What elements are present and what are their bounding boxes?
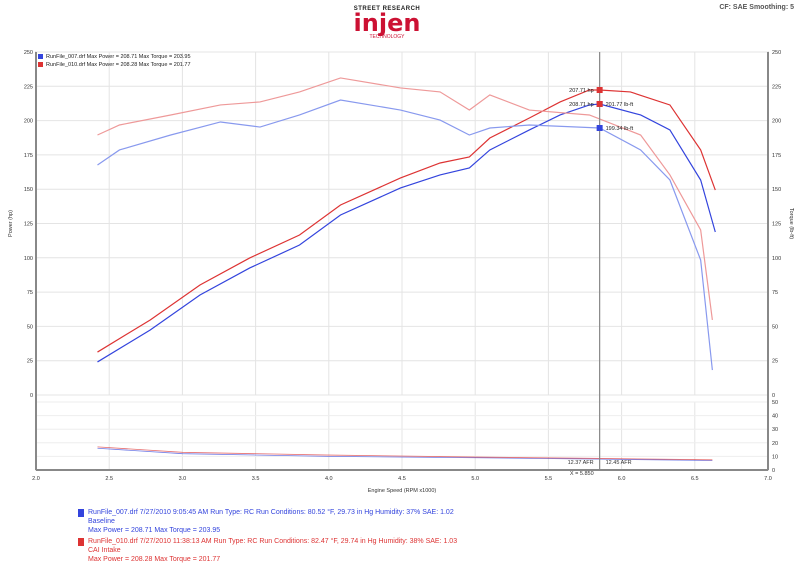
y-right-tick-label: 125 — [772, 222, 781, 228]
run-red: RunFile_010.drf 7/27/2010 11:38:13 AM Ru… — [78, 537, 457, 564]
y-right-tick-label: 225 — [772, 84, 781, 90]
injen-logo: STREET RESEARCH injen TECHNOLOGY — [346, 6, 428, 44]
lower-annotation-label: 12.45 AFR — [606, 460, 632, 466]
run-legend: RunFile_007.drf 7/27/2010 9:05:45 AM Run… — [78, 508, 457, 566]
legend-entry: RunFile_010.drf Max Power = 208.28 Max T… — [46, 62, 191, 68]
x-tick-label: 5.0 — [471, 476, 479, 482]
legend-swatch — [38, 62, 43, 67]
annotation-label: 201.77 lb-ft — [606, 102, 634, 108]
red-swatch — [78, 538, 84, 546]
legend-swatch — [38, 54, 43, 59]
x-tick-label: 2.0 — [32, 476, 40, 482]
blue-swatch — [78, 509, 84, 517]
lower-tick-label: 10 — [772, 454, 778, 460]
x-tick-label: 2.5 — [105, 476, 113, 482]
y-right-tick-label: 50 — [772, 324, 778, 330]
x-tick-label: 4.0 — [325, 476, 333, 482]
y-left-tick-label: 225 — [24, 84, 33, 90]
y-left-tick-label: 50 — [27, 324, 33, 330]
annotation-label: 208.71 hp — [569, 102, 593, 108]
legend-entry: RunFile_007.drf Max Power = 208.71 Max T… — [46, 54, 191, 60]
header-info: CF: SAE Smoothing: 5 — [719, 4, 794, 11]
lower-series-0 — [97, 447, 713, 461]
annotation-marker — [596, 87, 603, 94]
run-red-line1: RunFile_010.drf 7/27/2010 11:38:13 AM Ru… — [88, 538, 458, 545]
series-power-0 — [97, 103, 716, 363]
run-blue-line2: Baseline — [88, 518, 115, 525]
y-right-tick-label: 0 — [772, 393, 775, 399]
y-left-tick-label: 150 — [24, 187, 33, 193]
y-right-tick-label: 25 — [772, 359, 778, 365]
y-right-axis-label: Torque (lb-ft) — [788, 208, 794, 239]
lower-tick-label: 0 — [772, 468, 775, 474]
y-right-tick-label: 150 — [772, 187, 781, 193]
y-right-tick-label: 200 — [772, 119, 781, 125]
run-blue-line3: Max Power = 208.71 Max Torque = 203.95 — [88, 527, 221, 534]
y-right-tick-label: 100 — [772, 256, 781, 262]
y-left-axis-label: Power (hp) — [8, 210, 14, 237]
series-torque-2 — [97, 99, 713, 371]
run-blue-line1: RunFile_007.drf 7/27/2010 9:05:45 AM Run… — [88, 509, 454, 516]
lower-series-1 — [97, 446, 713, 461]
lower-tick-label: 50 — [772, 400, 778, 406]
y-left-tick-label: 75 — [27, 290, 33, 296]
lower-annotation-label: 12.37 AFR — [568, 460, 594, 466]
run-red-line3: Max Power = 208.28 Max Torque = 201.77 — [88, 556, 221, 563]
x-axis-label: Engine Speed (RPM x1000) — [368, 488, 437, 494]
annotation-marker — [596, 125, 603, 132]
series-power-1 — [97, 89, 716, 353]
run-red-line2: CAI Intake — [88, 547, 121, 554]
y-left-tick-label: 100 — [24, 256, 33, 262]
annotation-marker — [596, 100, 603, 107]
annotation-label: 199.34 lb-ft — [606, 126, 634, 132]
y-right-tick-label: 250 — [772, 50, 781, 56]
x-tick-label: 3.5 — [252, 476, 260, 482]
lower-tick-label: 30 — [772, 427, 778, 433]
x-tick-label: 3.0 — [179, 476, 187, 482]
y-left-tick-label: 0 — [30, 393, 33, 399]
series-torque-3 — [97, 77, 713, 321]
x-tick-label: 6.0 — [618, 476, 626, 482]
logo-bottom: TECHNOLOGY — [369, 34, 405, 40]
annotation-label: 207.71 hp — [569, 88, 593, 94]
lower-tick-label: 20 — [772, 441, 778, 447]
x-tick-label: 7.0 — [764, 476, 772, 482]
y-left-tick-label: 250 — [24, 50, 33, 56]
x-tick-label: 5.5 — [545, 476, 553, 482]
y-right-tick-label: 75 — [772, 290, 778, 296]
lower-tick-label: 40 — [772, 414, 778, 420]
y-left-tick-label: 175 — [24, 153, 33, 159]
logo-top: STREET RESEARCH — [353, 6, 421, 12]
x-tick-label: 6.5 — [691, 476, 699, 482]
y-left-tick-label: 125 — [24, 222, 33, 228]
run-blue: RunFile_007.drf 7/27/2010 9:05:45 AM Run… — [78, 508, 457, 535]
cursor-value-label: X = 5.850 — [570, 471, 594, 477]
y-left-tick-label: 200 — [24, 119, 33, 125]
x-tick-label: 4.5 — [398, 476, 406, 482]
y-right-tick-label: 175 — [772, 153, 781, 159]
logo-main: injen — [353, 9, 421, 37]
y-left-tick-label: 25 — [27, 359, 33, 365]
